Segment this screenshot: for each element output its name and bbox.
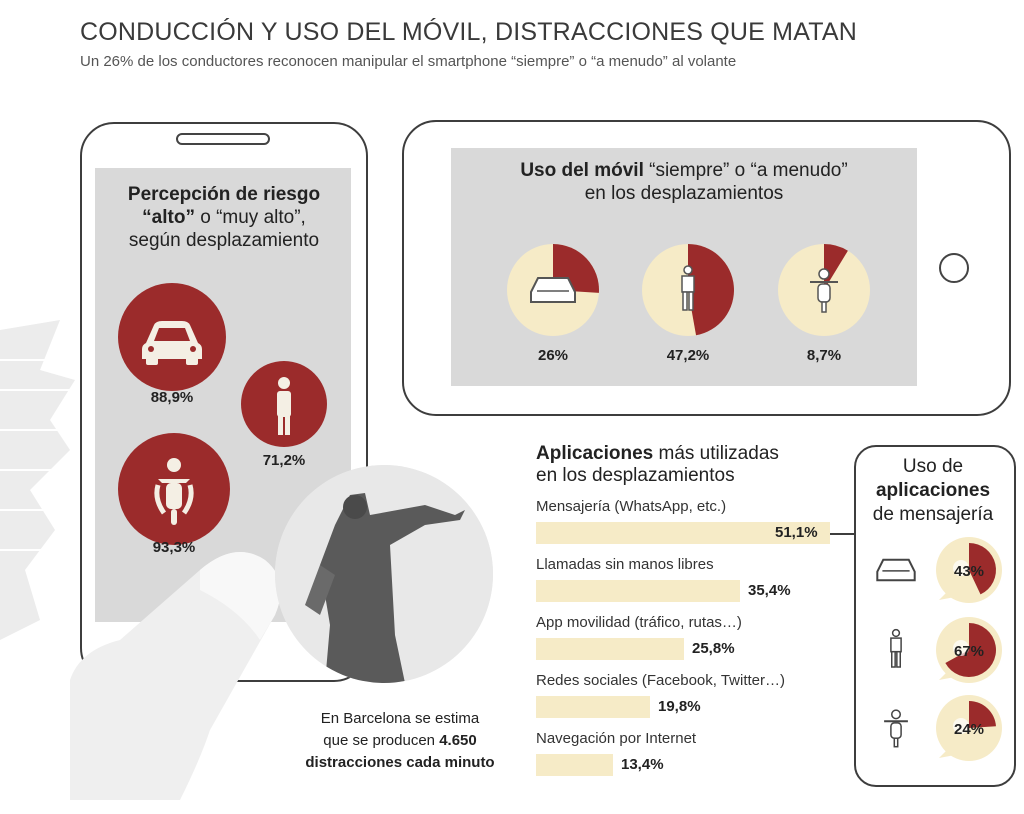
pie-slice [688, 244, 734, 336]
risk-pedestrian-value: 71,2% [262, 452, 306, 469]
background-map-graphic [0, 320, 75, 640]
messaging-title-bold: aplicaciones [875, 480, 991, 501]
bar [536, 696, 650, 718]
usage-pie-car [507, 244, 600, 336]
bar [536, 580, 740, 602]
pie-slice [969, 701, 996, 728]
page-subtitle: Un 26% de los conductores reconocen mani… [80, 53, 737, 70]
messaging-title-line-1: Uso de [902, 456, 964, 477]
motorcycle-icon [884, 709, 908, 748]
risk-bubble-car [118, 283, 226, 391]
usage-pie-motorcycle [778, 244, 870, 336]
risk-title-bold-2: “alto” [142, 207, 195, 228]
motorcycle-icon [810, 268, 838, 313]
bar-value: 51,1% [775, 524, 818, 541]
usage-motorcycle-value: 8,7% [806, 347, 842, 364]
bar [536, 754, 613, 776]
bar [536, 638, 684, 660]
statue-photo [275, 465, 493, 683]
pie-slice [945, 623, 996, 677]
usage-pedestrian-value: 47,2% [666, 347, 710, 364]
apps-title-rest: más utilizadas [653, 443, 779, 464]
apps-bar-chart: Mensajería (WhatsApp, etc.) 51,1% Llamadas… [536, 498, 856, 778]
usage-title-line-2: en los desplazamientos [584, 183, 784, 204]
risk-bubble-motorcycle [118, 433, 230, 545]
bar-label: App movilidad (tráfico, rutas…) [536, 614, 742, 631]
pie-value: 24% [954, 721, 984, 738]
risk-car-value: 88,9% [150, 389, 194, 406]
usage-pie-pedestrian [642, 244, 734, 336]
risk-motorcycle-value: 93,3% [152, 539, 196, 556]
car-icon [530, 277, 576, 303]
apps-title-line-2: en los desplazamientos [536, 465, 735, 486]
finger-graphic [70, 552, 281, 800]
bar-value: 13,4% [621, 756, 664, 773]
usage-title-rest: “siempre” o “a menudo” [643, 160, 848, 181]
usage-panel-title: Uso del móvil “siempre” o “a menudo” en … [451, 159, 917, 205]
connector-line [830, 533, 854, 535]
messaging-pie-car: 43% [876, 537, 1002, 603]
note-line-2-bold: 4.650 [439, 732, 477, 749]
pie-slice [969, 543, 997, 595]
messaging-panel-title: Uso de aplicaciones de mensajería [856, 455, 1010, 527]
messaging-pie-chart: 43% 67% 24% [876, 537, 1002, 761]
bar-label: Redes sociales (Facebook, Twitter…) [536, 672, 785, 689]
usage-title-bold: Uso del móvil [520, 160, 644, 181]
note-line-3-bold: distracciones cada minuto [305, 754, 495, 771]
bubble-tail [939, 672, 955, 680]
risk-title-line-3: según desplazamiento [128, 230, 320, 251]
messaging-title-line-3: de mensajería [872, 504, 994, 525]
apps-title-bold: Aplicaciones [536, 443, 654, 464]
bar-label: Navegación por Internet [536, 730, 697, 747]
bubble-tail [939, 592, 955, 600]
pie-value: 67% [954, 643, 984, 660]
bar [536, 522, 830, 544]
pedestrian-icon [890, 628, 902, 668]
risk-title-bold-1: Percepción de riesgo [127, 184, 321, 205]
apps-panel-title: Aplicaciones más utilizadas en los despl… [536, 443, 856, 487]
messaging-pie-motorcycle: 24% [884, 695, 1002, 761]
bar-value: 25,8% [692, 640, 735, 657]
motorcycle-icon [154, 458, 194, 525]
usage-pie-chart [507, 244, 870, 336]
page-title: CONDUCCIÓN Y USO DEL MÓVIL, DISTRACCIONE… [80, 18, 857, 46]
risk-bubble-pedestrian [241, 361, 327, 447]
usage-car-value: 26% [537, 347, 569, 364]
note-line-1: En Barcelona se estima [320, 710, 480, 727]
pie-value: 43% [954, 563, 984, 580]
risk-title-rest-2: o “muy alto”, [194, 207, 306, 228]
bar-value: 19,8% [658, 698, 701, 715]
note-line-2-pre: que se producen [323, 732, 440, 749]
car-icon [142, 321, 202, 365]
bubble-tail [939, 750, 955, 758]
pedestrian-icon [277, 377, 291, 435]
barcelona-note: En Barcelona se estima que se producen 4… [275, 708, 525, 774]
bar-value: 35,4% [748, 582, 791, 599]
landscape-home-button [939, 253, 969, 283]
messaging-pie-pedestrian: 67% [890, 617, 1002, 683]
car-icon [876, 558, 916, 582]
bar-label: Llamadas sin manos libres [536, 556, 714, 573]
risk-panel-title: Percepción de riesgo “alto” o “muy alto”… [100, 183, 348, 252]
pedestrian-icon [681, 265, 695, 311]
phone-speaker [176, 133, 270, 145]
bar-label: Mensajería (WhatsApp, etc.) [536, 498, 727, 515]
pie-slice [824, 244, 848, 290]
